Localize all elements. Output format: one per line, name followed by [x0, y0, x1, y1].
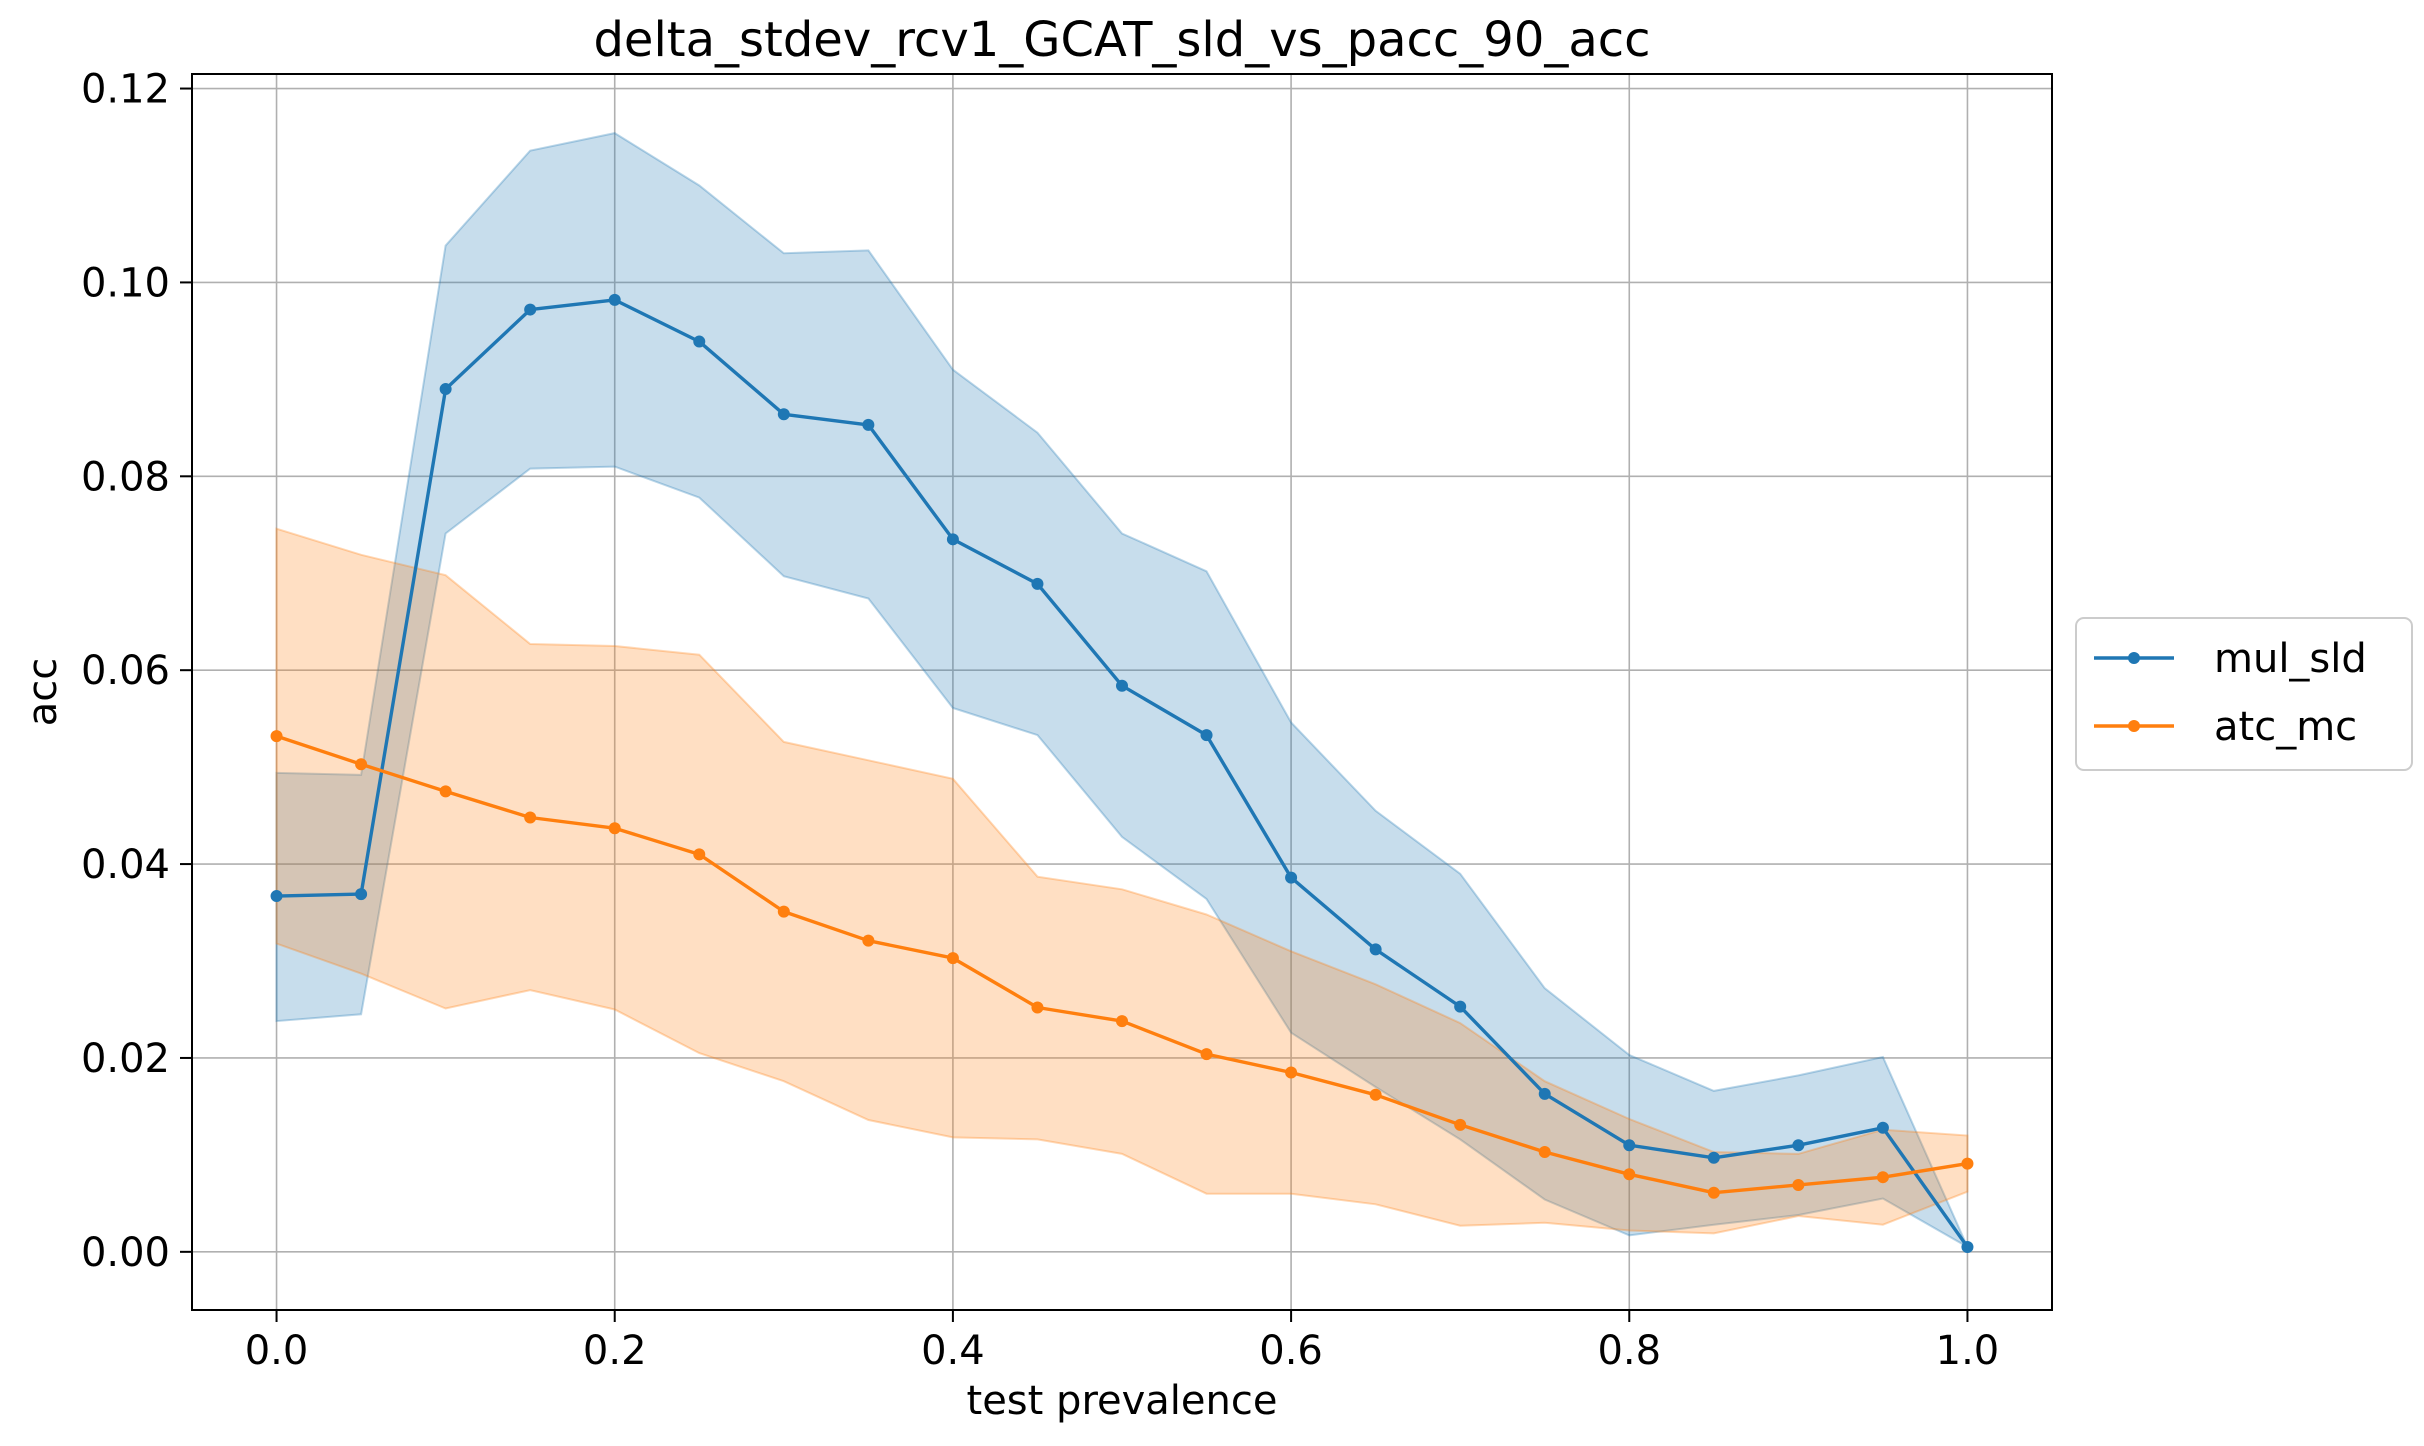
- atc_mc-point: [1200, 1048, 1213, 1061]
- series-points: [270, 293, 1974, 1253]
- y-tick-label: 0.04: [81, 842, 170, 888]
- atc_mc-point: [1538, 1145, 1551, 1158]
- mul_sld-point: [524, 303, 537, 316]
- atc_mc-point: [1285, 1066, 1298, 1079]
- x-axis-label: test prevalence: [967, 1378, 1278, 1424]
- mul_sld-point: [1538, 1087, 1551, 1100]
- y-tick-label: 0.10: [81, 260, 170, 306]
- mul_sld-point: [1707, 1151, 1720, 1164]
- x-tick-label: 0.4: [921, 1328, 985, 1374]
- chart-title: delta_stdev_rcv1_GCAT_sld_vs_pacc_90_acc: [593, 12, 1650, 68]
- x-tick-label: 0.0: [245, 1328, 309, 1374]
- mul_sld-point: [1369, 943, 1382, 956]
- mul_sld-point: [439, 383, 452, 396]
- atc_mc-point: [439, 785, 452, 798]
- plot-frame: [191, 73, 2053, 1311]
- atc_mc-point: [1031, 1001, 1044, 1014]
- x-tick-label: 0.2: [583, 1328, 647, 1374]
- axis-ticks: 0.0 0.2 0.4 0.6 0.8 1.0 0.00 0.02 0.04 0.06 0.08 0.…: [81, 67, 1999, 1374]
- atc_mc-point: [608, 822, 621, 835]
- atc_mc-point: [1876, 1171, 1889, 1184]
- mul_sld-point: [1454, 1000, 1467, 1013]
- y-tick-label: 0.08: [81, 454, 170, 500]
- atc_mc-point: [777, 905, 790, 918]
- mul_sld-point: [355, 888, 368, 901]
- atc_mc-point: [1792, 1178, 1805, 1191]
- atc_mc-point: [946, 952, 959, 965]
- atc_mc-point: [1961, 1157, 1974, 1170]
- y-tick-label: 0.00: [81, 1230, 170, 1276]
- mul_sld-legend-marker: [2128, 652, 2140, 664]
- atc_mc-point: [693, 848, 706, 861]
- atc_mc-point: [862, 934, 875, 947]
- mul_sld-point: [608, 293, 621, 306]
- mul_sld-point: [946, 533, 959, 546]
- mul_sld-legend-label: mul_sld: [2214, 636, 2367, 682]
- atc_mc-point: [1707, 1186, 1720, 1199]
- atc_mc-point: [1369, 1088, 1382, 1101]
- x-tick-label: 1.0: [1936, 1328, 2000, 1374]
- x-tick-label: 0.8: [1597, 1328, 1661, 1374]
- atc_mc-point: [1623, 1168, 1636, 1181]
- mul_sld-point: [777, 408, 790, 421]
- mul_sld-point: [862, 418, 875, 431]
- y-tick-label: 0.02: [81, 1036, 170, 1082]
- atc_mc-band: [275, 527, 1969, 1235]
- atc_mc-point: [1454, 1118, 1467, 1131]
- atc_mc-point: [1116, 1015, 1128, 1028]
- x-tick-label: 0.6: [1259, 1328, 1323, 1374]
- mul_sld-point: [1285, 871, 1298, 884]
- mul_sld-point: [1031, 577, 1044, 590]
- mul_sld-point: [270, 890, 283, 903]
- atc_mc-point: [524, 811, 537, 824]
- y-tick-label: 0.06: [81, 648, 170, 694]
- atc_mc-point: [355, 758, 368, 771]
- atc_mc-legend-marker: [2128, 720, 2140, 732]
- legend-box: [2075, 617, 2413, 771]
- y-tick-label: 0.12: [81, 67, 170, 113]
- mul_sld-point: [693, 335, 706, 348]
- mul_sld-point: [1792, 1139, 1805, 1152]
- mul_sld-point: [1876, 1121, 1889, 1134]
- legend: mul_sld atc_mc: [2075, 617, 2413, 771]
- y-axis-label: acc: [20, 658, 66, 727]
- mul_sld-point: [1200, 729, 1213, 742]
- mul_sld-point: [1961, 1240, 1974, 1253]
- grid: [192, 74, 2052, 1310]
- atc_mc-point: [270, 730, 283, 743]
- mul_sld-point: [1623, 1139, 1636, 1152]
- atc_mc-legend-label: atc_mc: [2214, 704, 2357, 750]
- mul_sld-point: [1116, 679, 1128, 692]
